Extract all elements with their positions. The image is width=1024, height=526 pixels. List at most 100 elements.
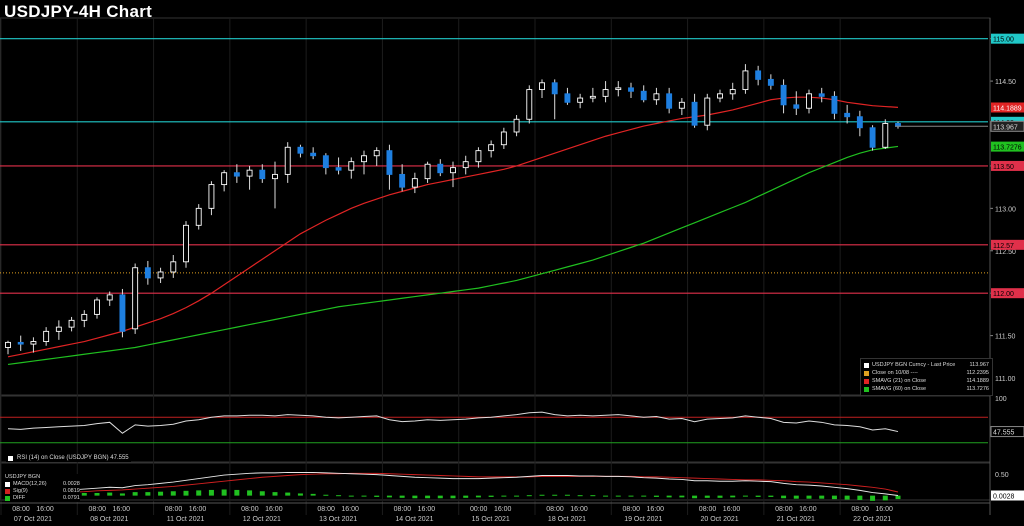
macd-value-box xyxy=(991,490,1024,501)
candle-body xyxy=(259,169,266,180)
price-legend: USDJPY BGN Curncy - Last Price 113.967 Clo… xyxy=(860,358,993,396)
macd-diff-bar xyxy=(145,492,151,496)
price-tick-label: 114.50 xyxy=(995,79,1016,86)
macd-legend-value: 0.0791 xyxy=(63,495,80,501)
level-label-box xyxy=(991,33,1024,44)
macd-diff-bar xyxy=(297,493,303,496)
macd-diff-bar xyxy=(488,495,494,497)
x-time-label: 08:00 xyxy=(775,506,793,513)
candle-body xyxy=(94,299,100,315)
legend-row: Close on 10/08 ---- 112.2395 xyxy=(864,369,989,377)
candle-body xyxy=(132,267,139,330)
candle-body xyxy=(488,144,495,152)
macd-diff-bar xyxy=(590,495,596,497)
macd-diff-bar xyxy=(819,495,825,499)
x-time-label: 08:00 xyxy=(394,506,412,513)
candle-body xyxy=(68,319,75,328)
candle-body xyxy=(500,131,507,146)
rsi-panel-frame xyxy=(0,395,991,463)
macd-signal-line xyxy=(7,472,899,496)
x-time-label: 16:00 xyxy=(265,506,283,513)
candle-body xyxy=(411,178,418,188)
rsi-value-label: 47.555 xyxy=(993,430,1015,437)
candle-body xyxy=(742,70,749,91)
x-date-label: 18 Oct 2021 xyxy=(548,516,586,523)
sma21-line xyxy=(7,96,899,358)
macd-diff-bar xyxy=(107,492,113,496)
level-label: 115.00 xyxy=(993,37,1014,44)
x-date-label: 13 Oct 2021 xyxy=(319,516,357,523)
legend-swatch xyxy=(864,370,869,376)
price-panel-frame xyxy=(0,17,991,396)
candle-body xyxy=(577,97,584,103)
macd-diff-bar xyxy=(717,495,723,498)
candle-body xyxy=(818,93,825,97)
macd-diff-bar xyxy=(628,495,634,497)
candle-body xyxy=(322,155,329,169)
price-tick-label: 111.00 xyxy=(995,376,1015,383)
macd-diff-bar xyxy=(730,495,736,498)
x-time-label: 16:00 xyxy=(799,506,817,513)
candle-body xyxy=(755,70,762,80)
candle-body xyxy=(589,95,596,99)
macd-legend-row: DIFF 0.0791 xyxy=(5,495,80,502)
macd-diff-bar xyxy=(132,492,138,496)
x-time-label: 00:00 xyxy=(470,506,488,513)
candle-body xyxy=(30,341,37,345)
x-time-label: 16:00 xyxy=(36,506,54,513)
macd-diff-bar xyxy=(615,495,621,497)
macd-diff-bar xyxy=(742,495,748,497)
candle-body xyxy=(678,101,685,109)
x-date-label: 15 Oct 2021 xyxy=(472,516,510,523)
candle-body xyxy=(780,84,787,106)
rsi-legend-value: 47.555 xyxy=(110,455,129,461)
sma60-label-box xyxy=(991,141,1024,152)
macd-legend-title: USDJPY BGN xyxy=(5,474,41,480)
candle-body xyxy=(806,93,812,109)
candle-body xyxy=(475,150,482,163)
candle-body xyxy=(653,93,660,101)
macd-diff-bar xyxy=(399,495,405,498)
candle-body xyxy=(284,146,291,175)
macd-diff-bar xyxy=(704,495,710,498)
candle-body xyxy=(856,116,863,129)
macd-diff-bar xyxy=(259,491,265,496)
candle-body xyxy=(157,271,164,279)
price-tick-label: 113.00 xyxy=(995,206,1016,213)
macd-legend-label: Sig(9) xyxy=(13,488,28,494)
candle-body xyxy=(793,104,800,109)
macd-diff-bar xyxy=(81,493,87,496)
x-time-label: 08:00 xyxy=(165,506,183,513)
rsi-legend-label: RSI (14) on Close (USDJPY BGN) xyxy=(17,455,109,461)
macd-diff-bar xyxy=(412,495,418,499)
candle-body xyxy=(869,127,876,148)
macd-diff-bar xyxy=(285,492,291,496)
x-date-label: 14 Oct 2021 xyxy=(395,516,433,523)
candle-body xyxy=(399,173,406,188)
candle-body xyxy=(640,90,647,101)
x-time-label: 08:00 xyxy=(851,506,869,513)
macd-diff-bar xyxy=(475,495,481,498)
x-time-label: 16:00 xyxy=(113,506,131,513)
candle-body xyxy=(717,93,723,99)
x-time-label: 08:00 xyxy=(699,506,717,513)
level-label-box xyxy=(991,288,1024,299)
candle-body xyxy=(704,97,711,126)
candle-body xyxy=(666,93,673,109)
candle-body xyxy=(81,313,88,321)
rsi-legend: RSI (14) on Close (USDJPY BGN) 47.555 xyxy=(6,454,131,462)
macd-diff-bar xyxy=(386,495,392,498)
level-label: 112.57 xyxy=(993,243,1014,250)
candle-body xyxy=(729,89,736,95)
x-time-label: 16:00 xyxy=(189,506,207,513)
x-time-label: 16:00 xyxy=(494,506,512,513)
macd-diff-bar xyxy=(641,495,647,497)
macd-legend: USDJPY BGN MACD(12,26) 0.0028 Sig(9) 0.0819… xyxy=(5,474,80,502)
macd-diff-bar xyxy=(844,495,850,500)
candle-body xyxy=(348,161,355,171)
candle-body xyxy=(373,150,380,157)
x-time-label: 16:00 xyxy=(418,506,436,513)
macd-diff-bar xyxy=(539,494,545,496)
rsi-legend-swatch xyxy=(8,455,13,461)
